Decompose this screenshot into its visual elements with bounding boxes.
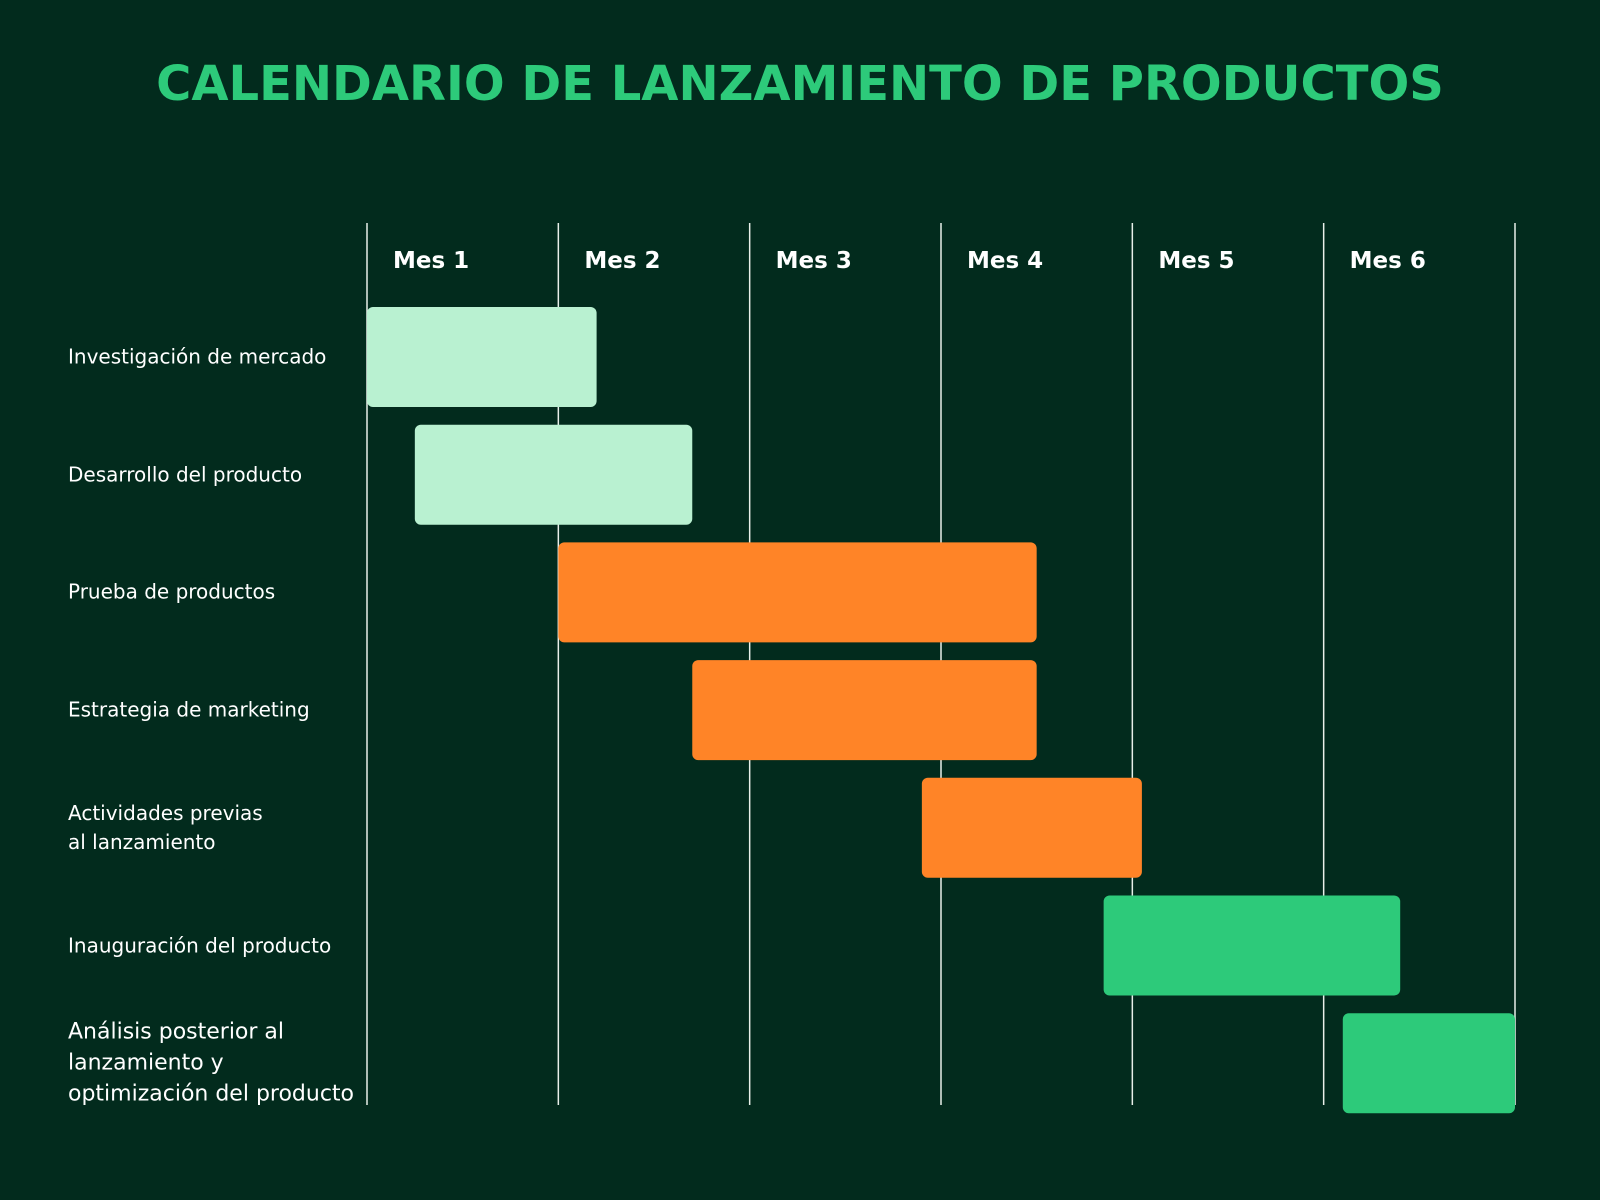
task-label: Investigación de mercado xyxy=(68,344,327,369)
task-bar xyxy=(414,424,693,525)
task-bar xyxy=(692,660,1037,761)
task-label: Análisis posterior al lanzamiento y opti… xyxy=(68,1019,355,1107)
task-bar xyxy=(367,307,597,407)
month-label: Mes 4 xyxy=(967,248,1044,274)
month-label: Mes 2 xyxy=(584,248,661,274)
task-label: Inauguración del producto xyxy=(68,933,332,957)
task-bar xyxy=(558,542,1037,643)
task-bar xyxy=(1342,1013,1515,1114)
month-label: Mes 1 xyxy=(393,248,470,274)
month-label: Mes 3 xyxy=(775,248,852,274)
task-bar xyxy=(1103,895,1401,996)
task-label: Actividades previas al lanzamiento xyxy=(68,800,263,854)
chart-title: CALENDARIO DE LANZAMIENTO DE PRODUCTOS xyxy=(156,56,1444,112)
month-label: Mes 6 xyxy=(1349,248,1426,274)
task-bar xyxy=(921,777,1142,878)
month-label: Mes 5 xyxy=(1158,248,1235,274)
task-label: Estrategia de marketing xyxy=(68,697,310,722)
task-label: Desarrollo del producto xyxy=(68,462,303,487)
task-label: Prueba de productos xyxy=(68,579,276,604)
